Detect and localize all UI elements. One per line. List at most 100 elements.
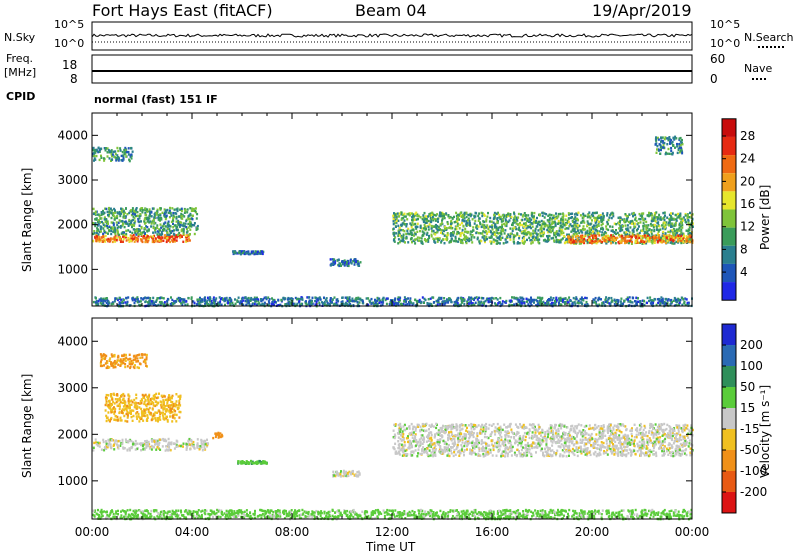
power-cell: [593, 216, 596, 219]
power-cell: [582, 235, 585, 239]
power-cell: [167, 220, 170, 223]
power-cell: [552, 302, 554, 305]
power-cell: [130, 221, 132, 224]
power-cell: [400, 234, 403, 238]
power-cell: [606, 301, 609, 304]
power-cell: [109, 207, 112, 210]
power-cell: [433, 301, 436, 304]
velocity-cell: [204, 440, 207, 443]
power-cell: [444, 234, 447, 237]
power-cell: [449, 215, 452, 219]
power-cell: [140, 233, 143, 236]
power-cell: [140, 297, 143, 300]
power-cell: [196, 300, 199, 303]
power-cell: [251, 298, 254, 301]
power-cell: [462, 224, 465, 228]
power-cell: [454, 237, 457, 240]
power-cell: [681, 226, 684, 229]
power-cell: [533, 218, 536, 221]
power-cell: [138, 224, 141, 227]
power-cell: [682, 216, 685, 219]
power-cell: [416, 236, 419, 239]
power-cell: [651, 242, 654, 245]
power-cell: [512, 233, 515, 237]
power-cell: [499, 225, 502, 229]
power-cell: [188, 220, 191, 224]
power-cell: [329, 299, 332, 302]
power-cell: [482, 220, 485, 223]
power-cell: [495, 235, 498, 238]
power-cell: [612, 215, 615, 218]
power-cell: [547, 298, 549, 302]
power-cell: [101, 240, 104, 243]
power-cell: [407, 213, 410, 216]
power-colorbar-segment: [722, 118, 736, 137]
power-cell: [549, 230, 552, 233]
power-cell: [568, 239, 571, 242]
power-cell: [470, 302, 473, 305]
power-cell: [584, 296, 587, 300]
power-cell: [678, 229, 681, 232]
power-cell: [124, 152, 127, 155]
power-colorbar-frame: [721, 118, 737, 301]
power-cell: [620, 297, 623, 300]
power-cell: [458, 304, 461, 307]
power-cell: [588, 239, 590, 242]
power-cell: [681, 223, 684, 227]
power-cell: [113, 236, 116, 239]
power-cell: [171, 229, 174, 233]
power-cell: [137, 220, 140, 223]
power-cell: [656, 136, 659, 140]
power-cell: [663, 218, 666, 222]
power-cell: [555, 215, 558, 218]
power-cell: [465, 230, 468, 233]
power-cell: [409, 212, 412, 215]
power-cell: [486, 237, 488, 241]
power-cell: [112, 150, 115, 153]
power-cell: [675, 228, 678, 232]
velocity-cell: [202, 443, 205, 446]
power-cell: [93, 152, 96, 155]
power-cell: [493, 213, 496, 217]
power-cell: [560, 303, 563, 306]
power-cell: [548, 222, 551, 225]
velocity-cell: [126, 440, 128, 443]
power-cell: [541, 296, 544, 300]
velocity-cell: [115, 439, 118, 442]
power-cell: [351, 297, 354, 300]
power-cell: [566, 219, 569, 223]
power-cell: [498, 301, 501, 304]
power-cell: [607, 240, 610, 243]
power-cell: [669, 140, 672, 144]
power-cell: [618, 216, 621, 220]
power-cell: [490, 242, 493, 245]
power-cell: [93, 159, 95, 162]
power-cell: [433, 213, 436, 217]
power-cell: [178, 225, 181, 228]
power-cell: [98, 230, 101, 234]
power-cell: [132, 215, 135, 218]
power-cell: [590, 213, 593, 216]
power-cell: [432, 296, 435, 299]
power-cell: [477, 219, 480, 222]
power-cell: [461, 221, 463, 225]
power-cell: [414, 298, 417, 301]
power-cell: [430, 233, 433, 236]
power-cell: [418, 239, 420, 242]
power-cell: [665, 298, 668, 301]
power-cell: [561, 300, 564, 303]
power-cell: [431, 213, 434, 216]
power-cell: [663, 221, 666, 225]
power-cell: [95, 297, 97, 300]
power-cell: [433, 240, 436, 243]
power-cell: [133, 240, 136, 243]
power-cell: [662, 222, 665, 225]
power-cell: [491, 224, 494, 227]
noise-sky-line: [91, 33, 693, 38]
power-cell: [114, 150, 117, 153]
power-cell: [547, 239, 550, 242]
power-cell: [592, 236, 594, 239]
power-cell: [262, 303, 265, 306]
power-cell: [661, 241, 664, 244]
power-cell: [289, 301, 292, 305]
